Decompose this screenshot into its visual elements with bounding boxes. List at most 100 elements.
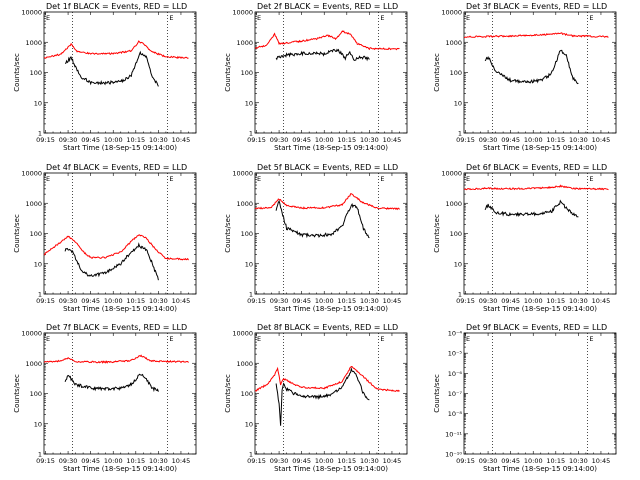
x-tick-label: 10:45 xyxy=(383,297,402,305)
corner-label-left: E xyxy=(257,335,261,343)
y-tick-label: 10 xyxy=(245,99,253,107)
x-tick-label: 09:45 xyxy=(81,457,100,465)
x-tick-label: 09:30 xyxy=(59,457,78,465)
y-tick-label: 100 xyxy=(450,69,462,77)
x-tick-label: 10:15 xyxy=(337,457,356,465)
x-tick-label: 10:15 xyxy=(337,136,356,144)
y-tick-label: 100 xyxy=(30,390,42,398)
x-tick-label: 10:15 xyxy=(126,136,145,144)
panel-title: Det 8f BLACK = Events, RED = LLD xyxy=(257,323,398,332)
x-tick-label: 09:45 xyxy=(501,136,520,144)
x-tick-label: 10:30 xyxy=(360,136,379,144)
x-tick-label: 09:15 xyxy=(36,136,55,144)
x-tick-label: 09:30 xyxy=(270,457,289,465)
x-axis-label: Start Time (18-Sep-15 09:14:00) xyxy=(274,305,388,313)
y-tick-label: 10 xyxy=(245,260,253,268)
panel-det-7: Det 7f BLACK = Events, RED = LLD E E 09:15 0… xyxy=(13,323,197,473)
y-tick-label: 10 xyxy=(34,420,42,428)
series-line-events xyxy=(484,199,579,218)
series-line-events xyxy=(275,366,370,426)
y-axis-label: Counts/sec xyxy=(13,214,21,253)
y-tick-label: 1000 xyxy=(445,200,462,208)
x-tick-label: 10:45 xyxy=(172,297,191,305)
y-tick-label: 10000 xyxy=(441,170,462,178)
plot-frame xyxy=(463,11,617,134)
x-tick-label: 09:45 xyxy=(81,136,100,144)
corner-label-left: E xyxy=(466,14,470,22)
x-tick-label: 10:30 xyxy=(569,136,588,144)
corner-label-right: E xyxy=(589,175,593,183)
y-tick-label: 1000 xyxy=(236,39,253,47)
y-axis-label: Counts/sec xyxy=(224,53,232,92)
x-tick-label: 10:30 xyxy=(149,136,168,144)
x-tick-label: 09:45 xyxy=(501,297,520,305)
y-tick-label: 100 xyxy=(241,390,253,398)
x-tick-label: 10:30 xyxy=(569,297,588,305)
x-tick-label: 10:45 xyxy=(383,457,402,465)
panel-title: Det 6f BLACK = Events, RED = LLD xyxy=(466,163,607,172)
series-line-lld xyxy=(254,365,400,393)
panel-det-4: Det 4f BLACK = Events, RED = LLD E E 09:15 0… xyxy=(13,163,197,313)
x-axis-label: Start Time (18-Sep-15 09:14:00) xyxy=(63,465,177,473)
y-tick-label: 1 xyxy=(38,130,42,138)
series-line-events xyxy=(65,50,159,87)
corner-label-left: E xyxy=(257,175,261,183)
x-tick-label: 09:30 xyxy=(59,136,78,144)
y-tick-label: 10⁻⁸ xyxy=(448,410,463,418)
y-tick-label: 10 xyxy=(454,99,462,107)
corner-label-right: E xyxy=(169,335,173,343)
x-tick-label: 10:15 xyxy=(126,297,145,305)
x-tick-label: 10:45 xyxy=(172,136,191,144)
y-axis-label: Counts/sec xyxy=(433,214,441,253)
y-tick-label: 100 xyxy=(30,69,42,77)
panel-det-1: Det 1f BLACK = Events, RED = LLD E E 09:15 0… xyxy=(13,2,197,152)
y-tick-label: 10⁻⁷ xyxy=(448,390,463,398)
corner-label-left: E xyxy=(466,335,470,343)
x-tick-label: 09:15 xyxy=(456,457,475,465)
plot-frame xyxy=(254,172,408,295)
y-tick-label: 10 xyxy=(454,260,462,268)
corner-label-right: E xyxy=(380,335,384,343)
panel-title: Det 2f BLACK = Events, RED = LLD xyxy=(257,2,398,11)
panel-title: Det 3f BLACK = Events, RED = LLD xyxy=(466,2,607,11)
panel-det-2: Det 2f BLACK = Events, RED = LLD E E 09:15 0… xyxy=(224,2,408,152)
y-axis-label: Counts/sec xyxy=(13,374,21,413)
y-tick-label: 10⁻⁶ xyxy=(448,370,463,378)
x-tick-label: 09:45 xyxy=(81,297,100,305)
y-tick-label: 1000 xyxy=(445,39,462,47)
corner-label-left: E xyxy=(257,14,261,22)
series-line-lld xyxy=(43,354,189,364)
panel-title: Det 5f BLACK = Events, RED = LLD xyxy=(257,163,398,172)
y-tick-label: 10⁻⁴ xyxy=(448,330,463,338)
series-line-lld xyxy=(254,30,400,51)
series-line-lld xyxy=(254,193,400,211)
x-tick-label: 09:15 xyxy=(247,457,266,465)
y-axis-label: Counts/sec xyxy=(224,214,232,253)
y-axis-label: Counts/sec xyxy=(224,374,232,413)
series-line-lld xyxy=(463,32,609,39)
panel-title: Det 4f BLACK = Events, RED = LLD xyxy=(46,163,187,172)
panel-title: Det 7f BLACK = Events, RED = LLD xyxy=(46,323,187,332)
x-tick-label: 10:30 xyxy=(360,457,379,465)
series-line-events xyxy=(64,242,159,281)
corner-label-left: E xyxy=(46,14,50,22)
x-axis-label: Start Time (18-Sep-15 09:14:00) xyxy=(63,305,177,313)
y-tick-label: 1 xyxy=(458,130,462,138)
y-tick-label: 1000 xyxy=(25,200,42,208)
series-line-events xyxy=(275,48,370,62)
x-tick-label: 10:00 xyxy=(104,457,123,465)
plot-frame xyxy=(43,332,197,455)
x-tick-label: 09:15 xyxy=(456,136,475,144)
panel-det-3: Det 3f BLACK = Events, RED = LLD E E 09:15 0… xyxy=(433,2,617,152)
y-tick-label: 100 xyxy=(241,230,253,238)
y-tick-label: 10 xyxy=(34,260,42,268)
x-tick-label: 10:15 xyxy=(546,457,565,465)
corner-label-right: E xyxy=(169,175,173,183)
x-tick-label: 09:15 xyxy=(247,297,266,305)
y-tick-label: 10⁻¹⁰ xyxy=(445,451,462,459)
x-tick-label: 09:30 xyxy=(479,136,498,144)
x-tick-label: 10:00 xyxy=(315,297,334,305)
x-axis-label: Start Time (18-Sep-15 09:14:00) xyxy=(63,144,177,152)
x-axis-label: Start Time (18-Sep-15 09:14:00) xyxy=(483,144,597,152)
